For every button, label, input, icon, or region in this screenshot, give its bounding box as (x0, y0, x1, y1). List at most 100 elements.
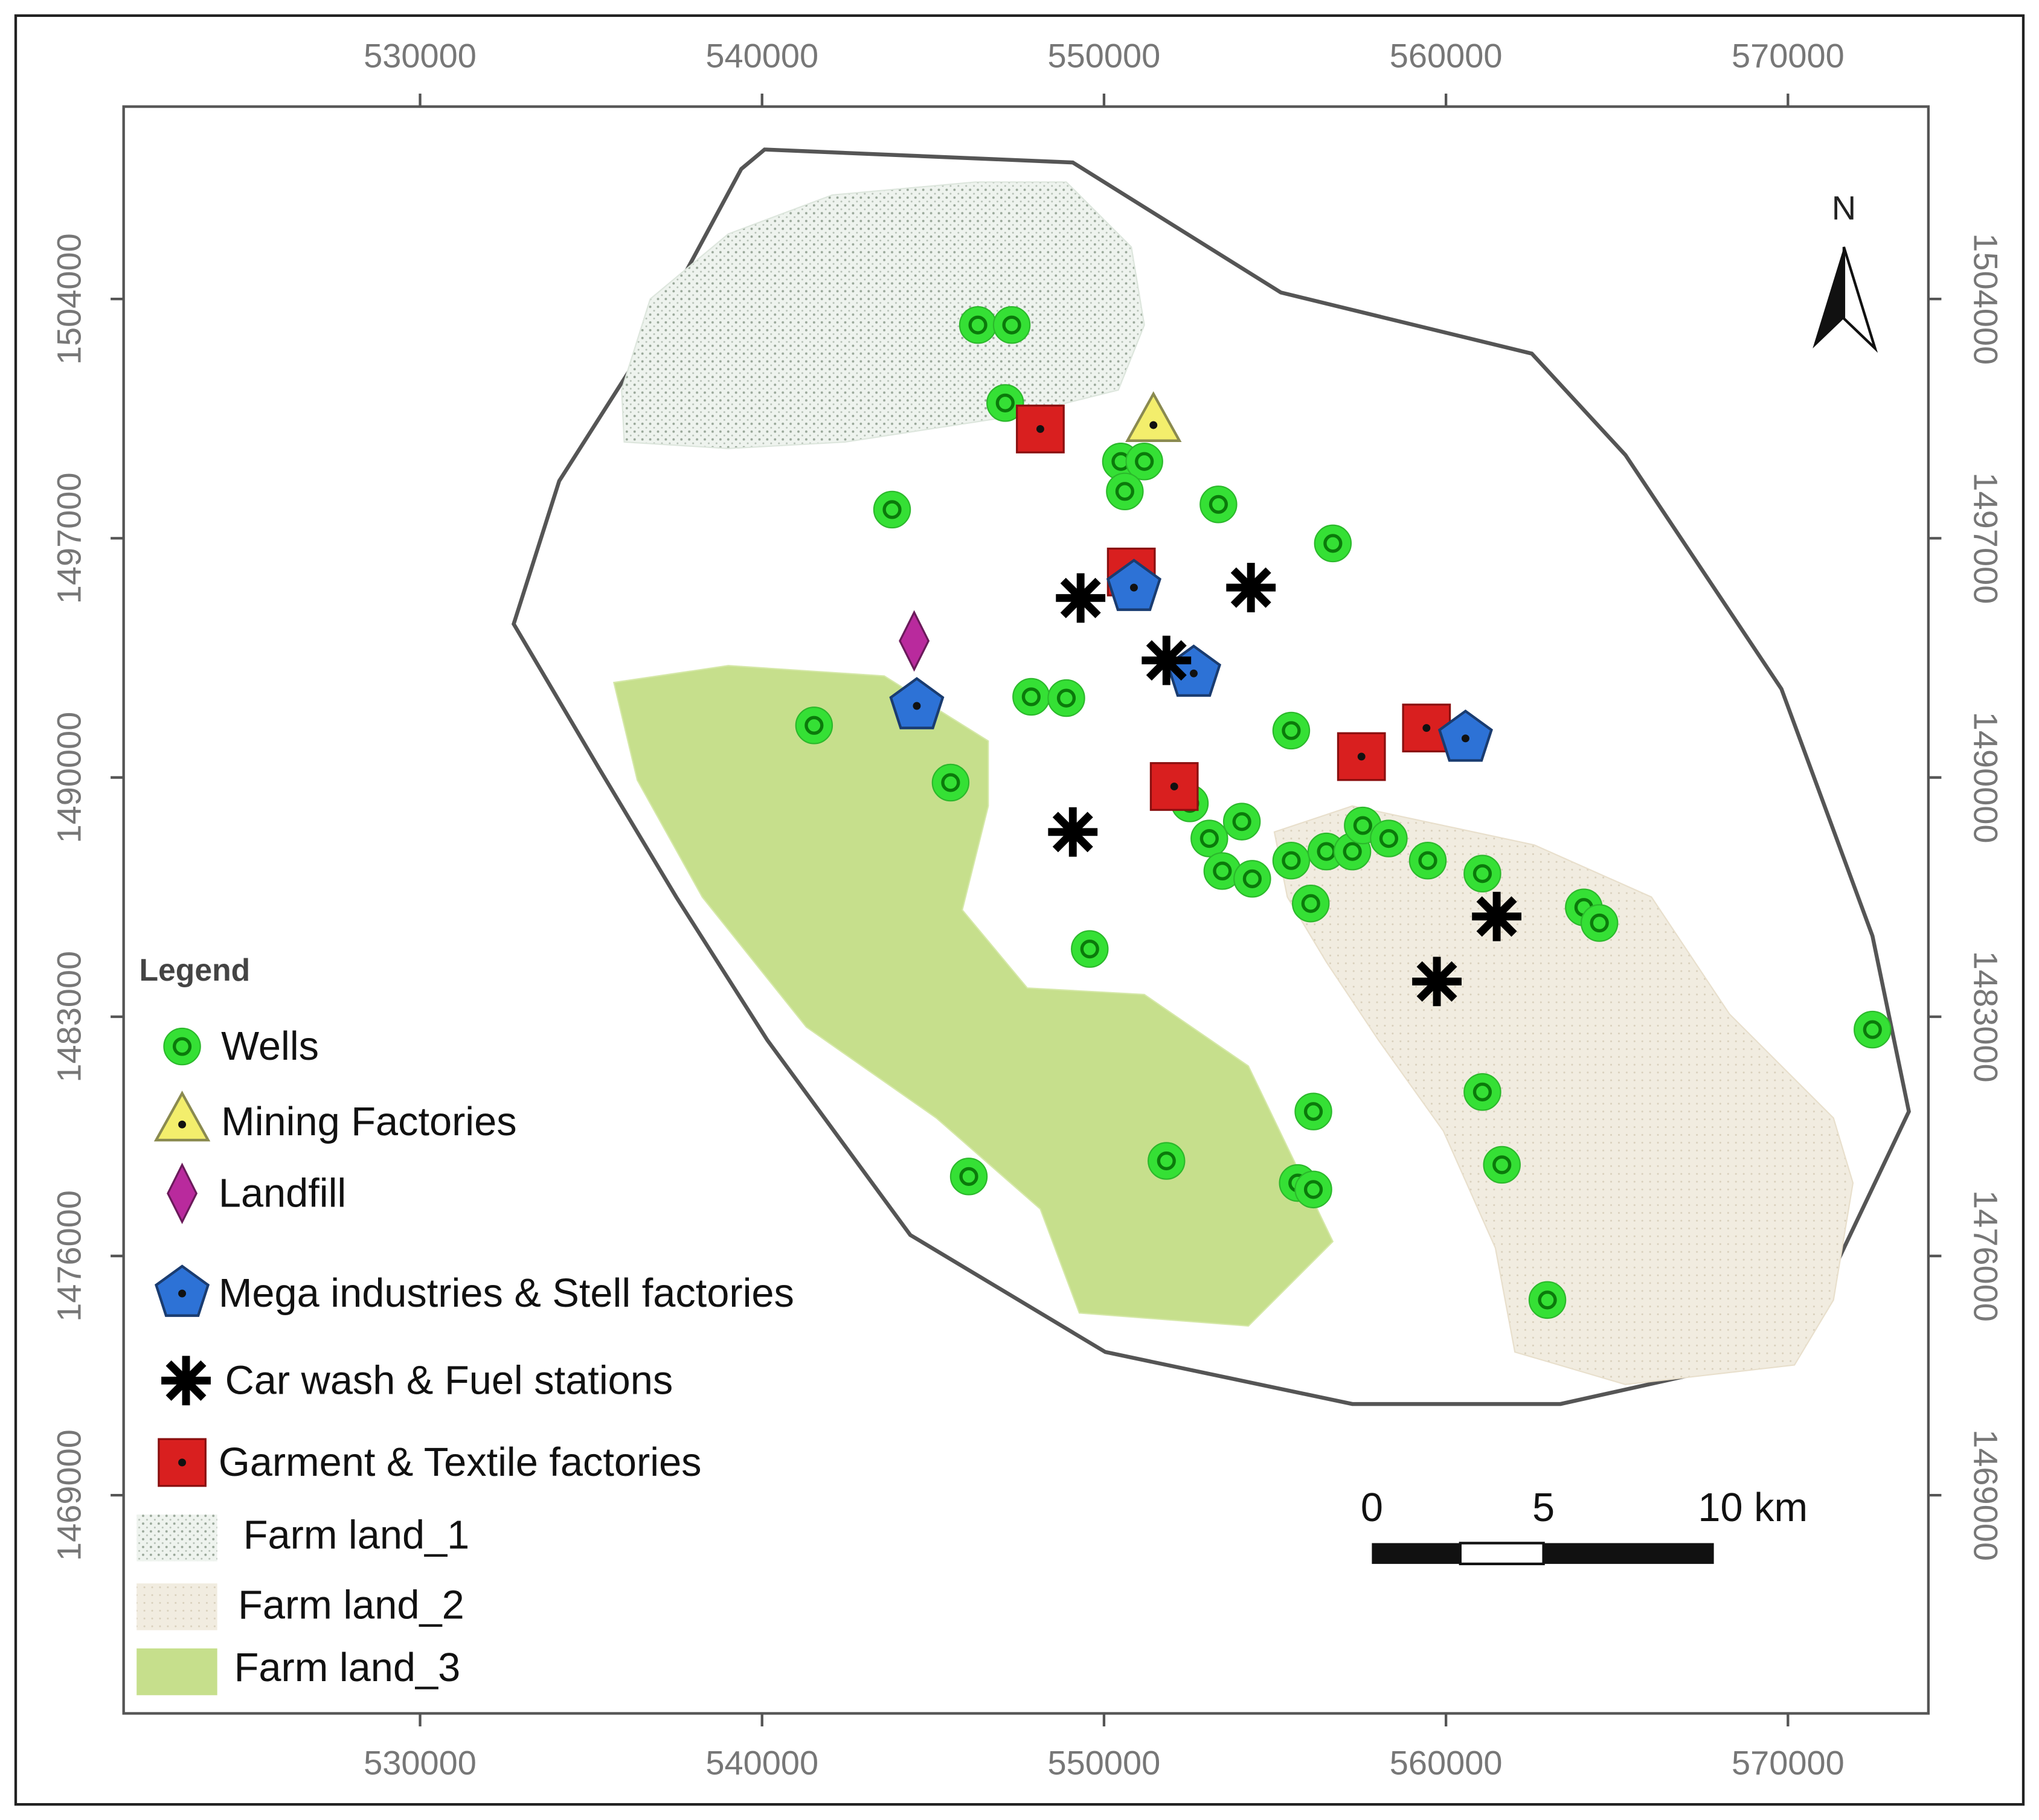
x-tick-label: 540000 (705, 1743, 818, 1781)
x-tick-label: 530000 (364, 1743, 477, 1781)
scale-label: 10 km (1698, 1485, 1808, 1530)
well (992, 306, 1031, 344)
dot (913, 702, 921, 710)
mining-factory (1125, 391, 1182, 442)
y-tick-label: 1490000 (50, 712, 88, 844)
x-tick-label: 570000 (1732, 1743, 1845, 1781)
well-inner (1002, 315, 1021, 335)
well (986, 384, 1024, 422)
well (1463, 1073, 1501, 1111)
x-tick-label: 530000 (364, 37, 477, 75)
mega-industry (889, 677, 945, 729)
legend-label: Mega industries & Stell factories (219, 1271, 794, 1316)
well-inner (804, 716, 824, 735)
well-inner (1343, 842, 1362, 861)
well-inner (1080, 939, 1099, 959)
well-inner (1199, 828, 1219, 848)
asterisk-stroke (1060, 577, 1101, 618)
y-tick-label: 1469000 (1967, 1429, 2005, 1561)
mining-factory (153, 1091, 211, 1142)
well-inner (1379, 828, 1399, 848)
legend-label: Landfill (219, 1171, 346, 1216)
well (1222, 803, 1261, 841)
north-arrow-right (1842, 246, 1878, 353)
dot (1036, 425, 1044, 433)
well-inner (1157, 1151, 1176, 1171)
y-tick-label: 1504000 (1967, 233, 2005, 365)
well-inner (959, 1167, 978, 1186)
well-inner (1472, 1082, 1492, 1102)
well-inner (1282, 721, 1301, 740)
well-inner (882, 500, 902, 519)
well (1292, 885, 1330, 923)
dot (1461, 734, 1469, 743)
legend-label: Farm land_3 (234, 1645, 461, 1690)
x-tick-label: 550000 (1048, 1743, 1161, 1781)
car-wash (1472, 891, 1522, 941)
y-tick-label: 1497000 (1967, 472, 2005, 604)
well-inner (1213, 861, 1232, 881)
legend-swatch (136, 1583, 217, 1630)
well-inner (1538, 1290, 1557, 1310)
legend-swatch (136, 1514, 217, 1562)
well (1233, 860, 1271, 898)
scale-segment (1372, 1543, 1460, 1564)
well-inner (1472, 864, 1492, 883)
asterisk-stroke (1146, 640, 1187, 681)
well (1125, 443, 1163, 481)
well-inner (941, 773, 960, 792)
well-inner (1863, 1020, 1882, 1039)
car-wash (1226, 563, 1276, 612)
well (1370, 819, 1408, 857)
dot (1149, 421, 1158, 429)
y-tick-label: 1504000 (50, 233, 88, 365)
car-wash (1056, 573, 1106, 623)
well-inner (1021, 687, 1041, 707)
triangle (1125, 391, 1182, 442)
legend-label: Farm land_2 (238, 1583, 464, 1628)
y-tick-label: 1469000 (50, 1429, 88, 1561)
dot (178, 1120, 187, 1129)
well (1203, 852, 1242, 890)
x-tick-label: 560000 (1390, 1743, 1503, 1781)
well (1148, 1142, 1186, 1180)
legend-swatch (136, 1648, 217, 1696)
dot (1129, 583, 1138, 592)
scale-label: 0 (1361, 1485, 1383, 1530)
dot (1170, 783, 1178, 790)
well (1190, 819, 1228, 857)
x-tick-label: 560000 (1390, 37, 1503, 75)
dot (1357, 752, 1366, 761)
y-tick-label: 1490000 (1967, 712, 2005, 844)
well (1272, 711, 1311, 750)
well-inner (1317, 842, 1336, 861)
well-inner (1209, 495, 1228, 514)
well (1047, 679, 1085, 717)
well (1071, 930, 1109, 968)
mega-industry (1437, 709, 1493, 762)
well-inner (1135, 452, 1154, 471)
asterisk-stroke (1476, 896, 1517, 937)
mega-industry (155, 1264, 210, 1317)
well-inner (1590, 913, 1609, 933)
asterisk-stroke (1052, 812, 1093, 853)
well-inner (1301, 894, 1320, 913)
asterisk-stroke (165, 1360, 207, 1401)
x-tick-label: 550000 (1048, 37, 1161, 75)
y-tick-label: 1483000 (1967, 951, 2005, 1083)
well-inner (968, 315, 987, 335)
car-wash (1048, 807, 1098, 857)
legend-label: Garment & Textile factories (219, 1440, 702, 1485)
well-inner (1242, 869, 1262, 888)
legend-label: Wells (221, 1024, 319, 1069)
garment-factory (1016, 405, 1065, 453)
y-tick-label: 1483000 (50, 951, 88, 1083)
garment-factory (158, 1438, 207, 1487)
dot (1190, 669, 1198, 678)
y-tick-label: 1476000 (1967, 1190, 2005, 1322)
car-wash (161, 1356, 211, 1406)
garment-factory (1149, 762, 1199, 811)
well (1307, 832, 1346, 871)
